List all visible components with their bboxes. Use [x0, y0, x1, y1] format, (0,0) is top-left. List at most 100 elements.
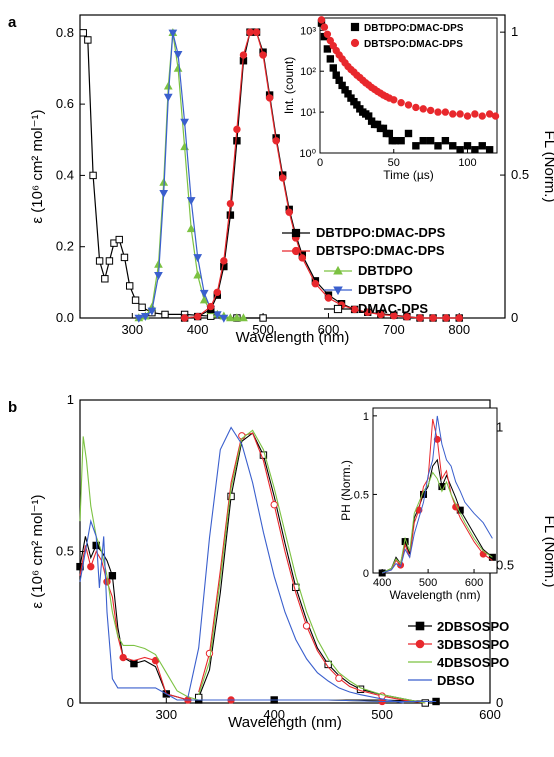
legend-marker [333, 265, 343, 275]
absorption-point [119, 653, 127, 662]
fluorescence-point [227, 492, 235, 501]
inset-data-point [426, 106, 435, 115]
data-point [125, 282, 134, 290]
data-point [298, 254, 307, 262]
data-point [199, 289, 209, 298]
legend-entry: 4DBSOSPO [437, 655, 509, 670]
data-point [212, 311, 222, 320]
y-left-axis-title: ε (10⁶ cm² mol⁻¹) [29, 494, 46, 608]
absorption-line [79, 519, 437, 703]
x-tick-label: 800 [448, 322, 470, 337]
y-left-tick-label: 0.0 [56, 310, 74, 325]
data-point [186, 224, 196, 233]
data-point [226, 211, 235, 219]
inset-data-point [378, 569, 386, 577]
data-point [79, 29, 87, 37]
data-point [278, 174, 287, 182]
inset-data-point [441, 108, 450, 116]
inset-x-tick-label: 0 [317, 157, 323, 169]
data-point [429, 314, 437, 322]
inset-data-point [412, 142, 420, 150]
inset-series-line [382, 418, 493, 574]
y-left-tick-label: 0.8 [56, 25, 74, 40]
y-right-tick-label: 0 [511, 310, 518, 325]
y-left-tick-label: 1 [67, 392, 74, 407]
data-point [105, 257, 114, 265]
inset-x-tick-label: 100 [458, 157, 476, 169]
data-point [259, 51, 267, 59]
inset-data-point [471, 110, 479, 118]
y-left-tick-label: 0.5 [56, 544, 74, 559]
series-dbtspo [134, 29, 229, 323]
inset-y-tick-label: 0 [363, 568, 369, 580]
inset-data-point [397, 136, 405, 145]
inset-x-axis-title: Time (µs) [383, 168, 433, 182]
panel-a-frame [79, 14, 506, 319]
inset-data-point [441, 136, 450, 145]
inset-x-tick-label: 500 [419, 577, 437, 589]
y-right-tick-label: 0.5 [496, 557, 514, 572]
inset-series-line [381, 471, 493, 574]
data-point [173, 63, 183, 72]
data-point [120, 253, 129, 262]
data-point [186, 197, 196, 206]
inset-data-point [438, 483, 446, 491]
series-dbso [79, 426, 437, 704]
legend-marker [333, 304, 343, 314]
inset-data-point [397, 98, 405, 107]
y-left-tick-label: 0.4 [56, 167, 74, 182]
series-line [138, 32, 244, 319]
y-right-tick-label: 1 [496, 420, 503, 435]
inset-data-point [463, 112, 472, 120]
inset-y-tick-label: 10² [300, 66, 316, 78]
absorption-point [108, 572, 117, 580]
inset-y-tick-label: 0.5 [354, 489, 369, 501]
x-tick-label: 300 [121, 322, 143, 337]
data-point [324, 294, 333, 302]
absorption-point [130, 659, 138, 668]
inset-data-point [456, 146, 464, 154]
data-point [442, 314, 450, 322]
fluorescence-line [198, 432, 426, 704]
x-tick-label: 500 [371, 707, 393, 722]
data-point [154, 259, 163, 268]
inset-data-point [317, 16, 326, 24]
inset-data-point [449, 110, 457, 118]
data-point [173, 50, 183, 59]
inset-data-point [478, 112, 486, 120]
inset-data-point [491, 112, 500, 120]
legend: DBTDPO:DMAC-DPS DBTSPO:DMAC-DPS DBTDPO DBTS… [282, 225, 446, 316]
data-point [232, 313, 242, 322]
inset-data-point [478, 142, 486, 150]
y-right-tick-label: 1 [511, 24, 518, 39]
legend-marker [291, 246, 301, 256]
inset-series-3dbsospo [382, 418, 493, 574]
data-point [377, 310, 385, 319]
data-point [219, 314, 229, 323]
fluorescence-point [302, 622, 311, 630]
inset-legend-marker [350, 38, 360, 48]
inset-phosphorescence: 400 500 600 0 0.5 1 Wavelength (nm) PH (Norm.) [339, 407, 498, 602]
inset-x-tick-label: 400 [373, 577, 391, 589]
inset-data-point [434, 108, 442, 116]
inset-data-point [329, 64, 337, 72]
data-point [416, 314, 424, 322]
inset-y-axis-title: PH (Norm.) [339, 460, 353, 521]
x-axis-title: Wavelength (nm) [228, 714, 342, 731]
data-point [455, 314, 463, 322]
inset-y-axis-title: Int. (count) [282, 57, 296, 114]
inset-data-point [385, 129, 394, 138]
data-point [285, 208, 293, 216]
inset-data-point [404, 129, 413, 138]
data-point [161, 310, 169, 319]
data-point [363, 308, 372, 316]
inset-data-point [320, 23, 329, 31]
data-point [101, 275, 109, 283]
data-point [168, 29, 178, 38]
data-point [252, 28, 261, 36]
inset-data-point [449, 142, 457, 150]
data-point [233, 125, 241, 134]
inset-data-point [412, 103, 420, 112]
data-point [134, 314, 144, 323]
